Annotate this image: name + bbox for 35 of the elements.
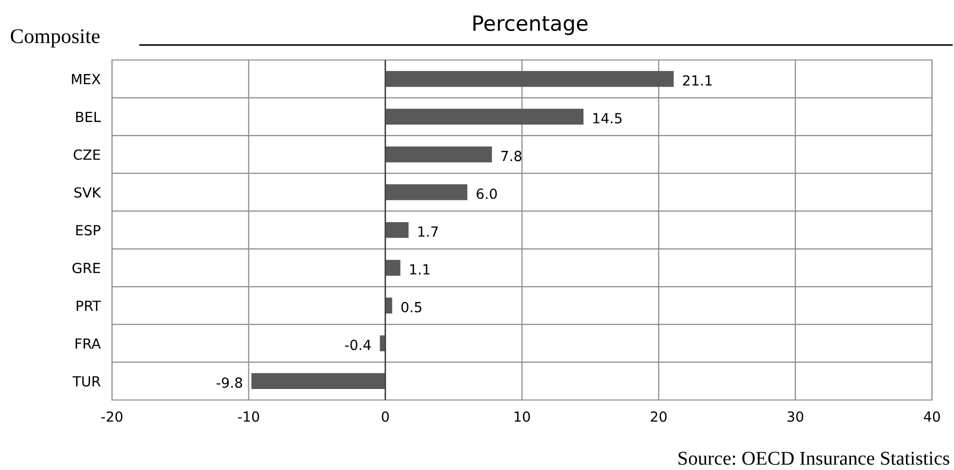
y-tick-label: TUR [72, 376, 100, 387]
y-tick-label: ESP [76, 224, 100, 236]
bar [385, 184, 468, 200]
y-tick-label: CZE [74, 149, 100, 160]
x-tick-label: 20 [650, 411, 667, 422]
chart-subtitle: Percentage [473, 16, 588, 36]
y-tick-label: BEL [76, 112, 101, 122]
chart-title: Composite [10, 29, 100, 48]
data-label: 14.5 [593, 113, 622, 124]
x-tick-label: -10 [238, 411, 260, 422]
x-tick-label: 40 [924, 411, 940, 422]
source-note: Source: OECD Insurance Statistics [678, 452, 950, 465]
y-tick-label: PRT [76, 300, 101, 311]
data-label: 21.1 [683, 75, 712, 86]
bar [385, 222, 409, 238]
bar [385, 146, 492, 162]
data-label: 7.8 [501, 150, 522, 162]
y-tick-label: GRE [72, 262, 100, 274]
y-tick-label: FRA [76, 338, 101, 349]
x-tick-label: -20 [101, 411, 122, 422]
bar [251, 373, 386, 390]
data-label: -0.4 [345, 340, 371, 350]
bar [385, 260, 400, 276]
data-label: -9.8 [216, 377, 242, 388]
y-tick-label: SVK [74, 187, 102, 198]
data-label: 6.0 [476, 188, 497, 200]
x-tick-label: 30 [788, 411, 804, 422]
y-tick-label: MEX [72, 74, 100, 84]
data-label: 1.7 [418, 226, 438, 237]
x-tick-label: 10 [514, 411, 530, 422]
x-tick-label: 0 [382, 411, 389, 422]
bar [385, 70, 674, 87]
data-label: 0.5 [401, 302, 422, 312]
data-label: 1.1 [410, 264, 430, 274]
bar [385, 108, 584, 125]
